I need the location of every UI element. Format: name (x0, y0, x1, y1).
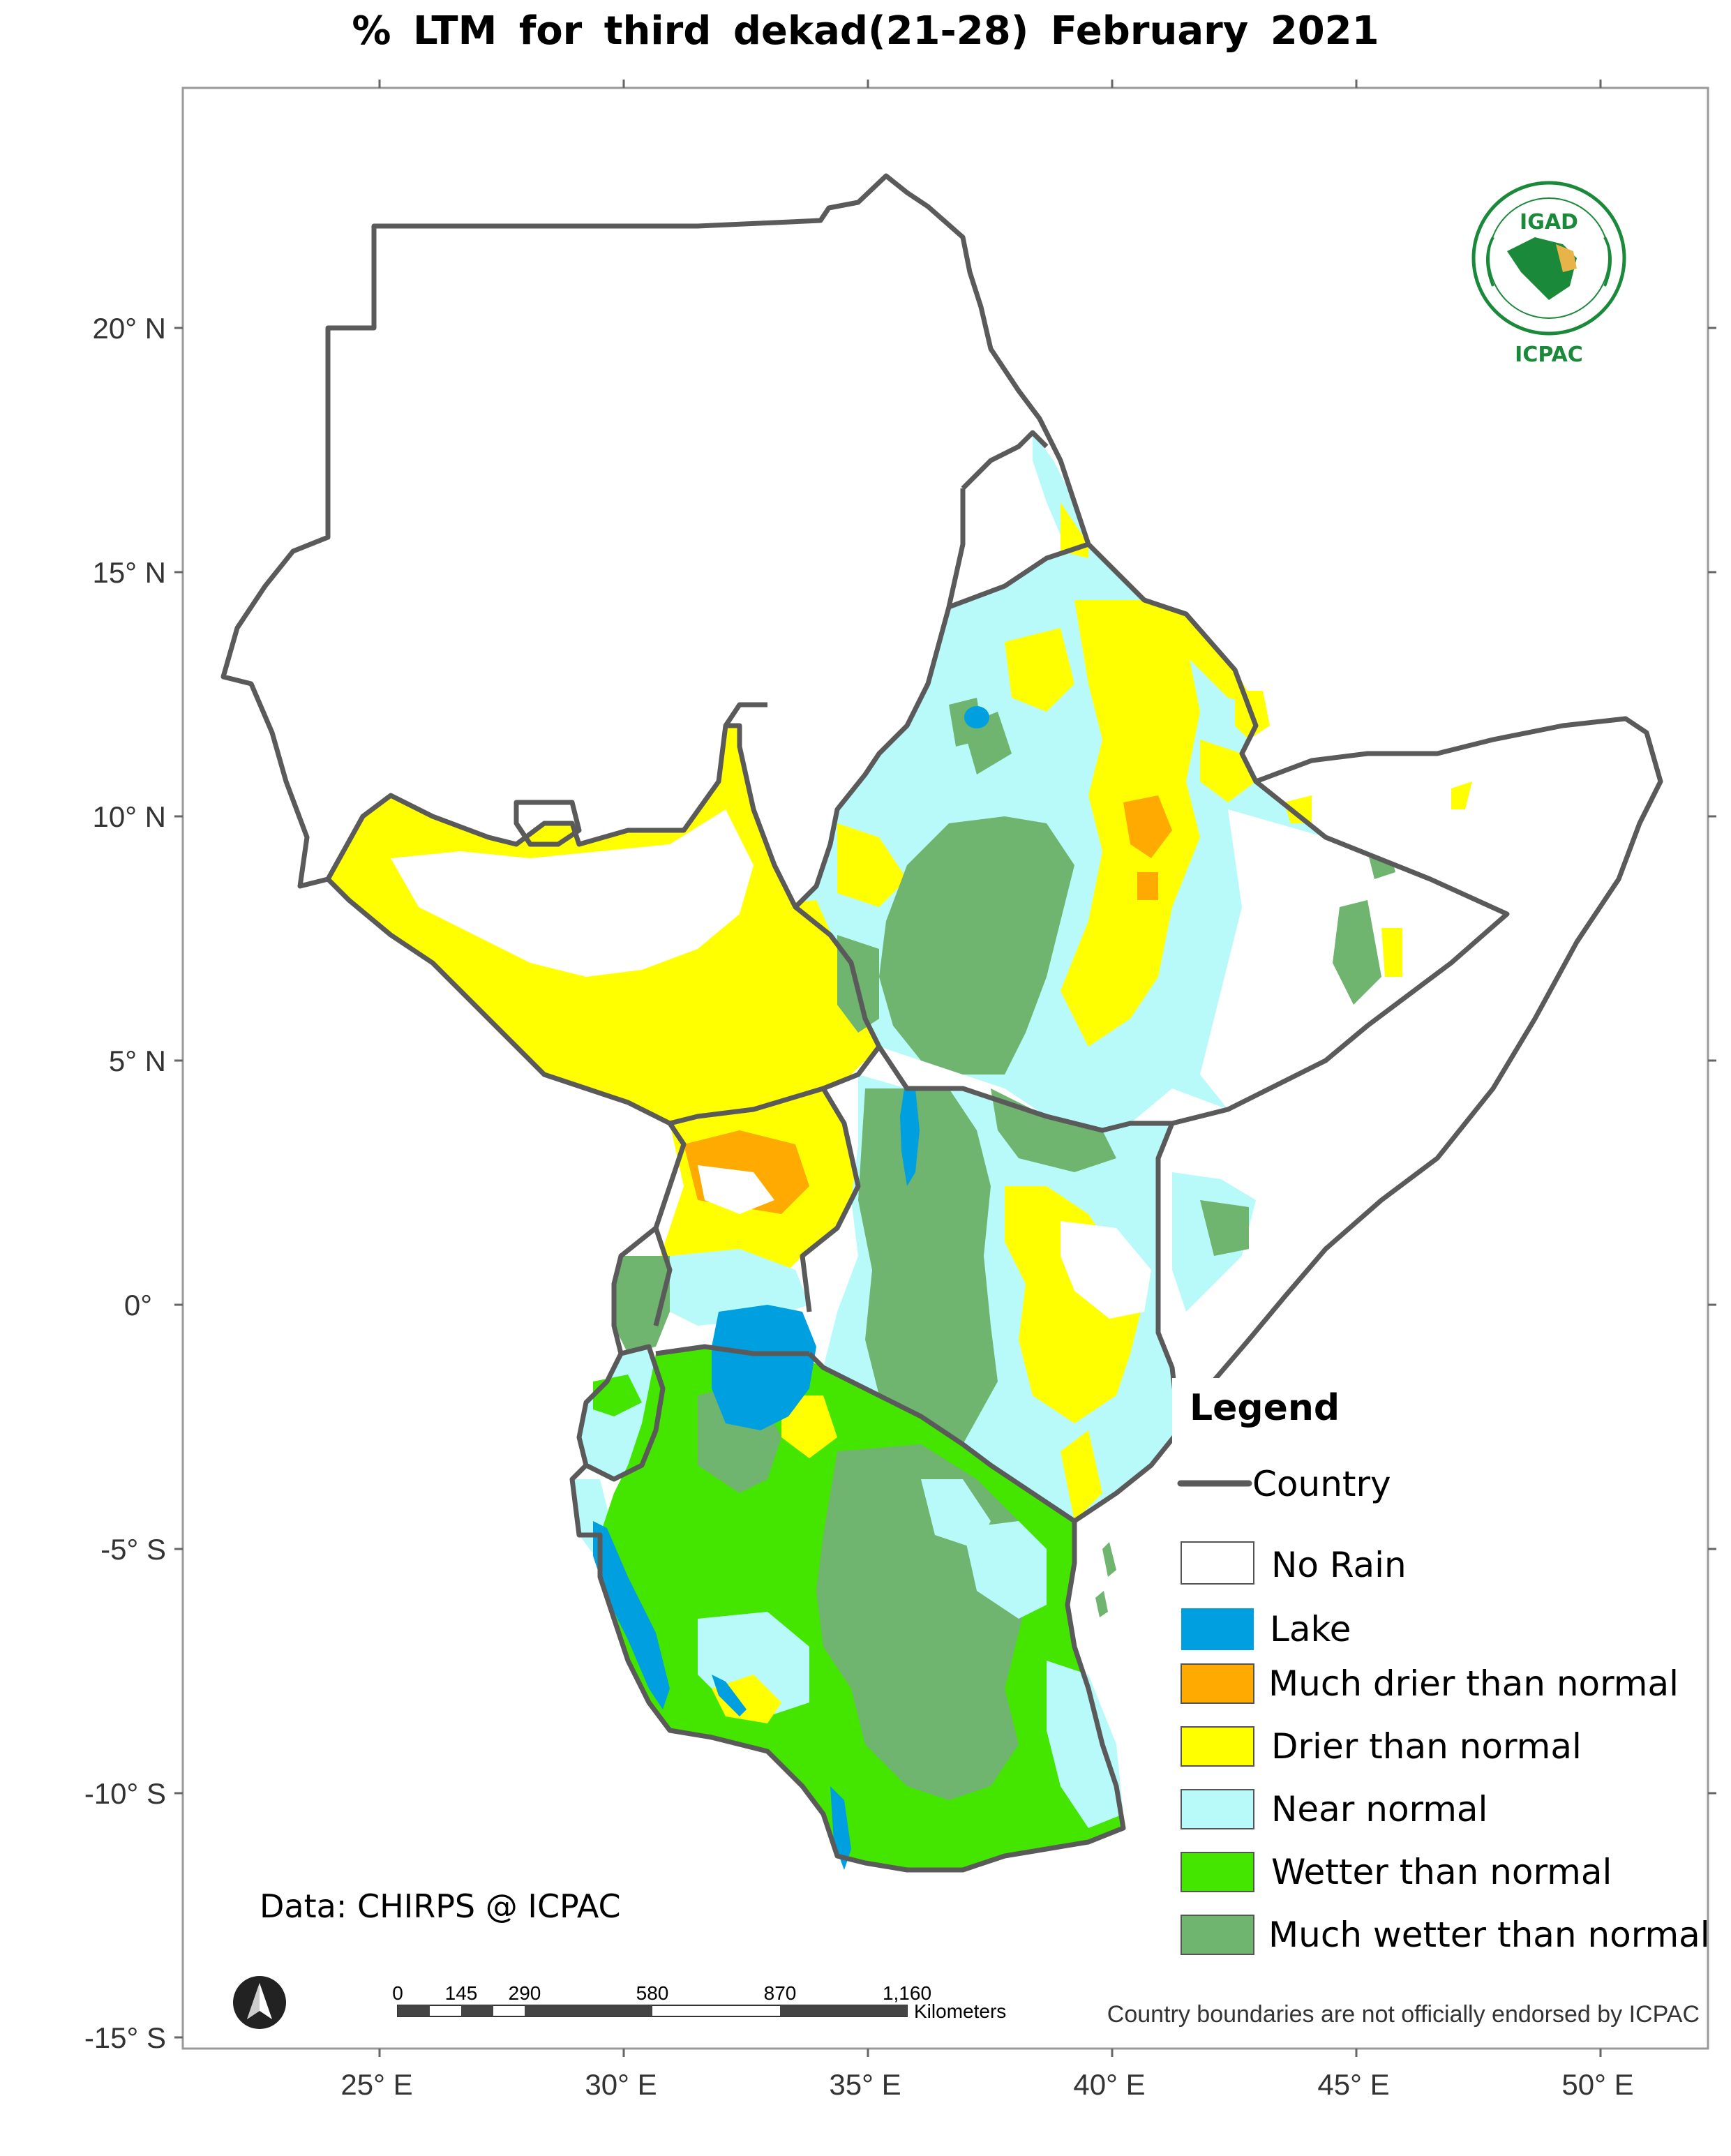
lake-victoria (712, 1305, 816, 1430)
lat-label: -5° S (100, 1533, 166, 1566)
lon-label: 35° E (829, 2068, 901, 2101)
lat-label: 5° N (109, 1045, 166, 1077)
map-frame (181, 87, 1709, 2050)
logo-acronym: IGAD (1520, 210, 1578, 234)
rainfall-anomaly-layer (223, 176, 1661, 1870)
scale-tick: 1,160 (883, 1982, 931, 2004)
map-title: % LTM for third dekad(21-28) February 20… (352, 8, 1379, 54)
scale-bar: 0 145 290 580 870 1,160 Kilometers (392, 1982, 1006, 2022)
scale-tick: 290 (509, 1982, 541, 2004)
legend-swatch-wetter (1181, 1852, 1254, 1892)
lon-label: 45° E (1317, 2068, 1389, 2101)
legend-label: No Rain (1271, 1545, 1407, 1585)
legend-swatch-near-normal (1181, 1789, 1254, 1829)
lat-label: 20° N (92, 312, 166, 345)
legend-swatch-no-rain (1181, 1541, 1254, 1585)
legend: Legend Country No Rain Lake Much drier t… (1172, 1378, 1710, 1955)
legend-swatch-much-wetter (1181, 1915, 1254, 1955)
lon-label: 30° E (585, 2068, 657, 2101)
legend-label: Near normal (1271, 1789, 1488, 1829)
longitude-axis: 25° E 30° E 35° E 40° E 45° E 50° E (340, 80, 1634, 2101)
region-sudan (223, 176, 1088, 907)
lon-label: 40° E (1073, 2068, 1145, 2101)
legend-label: Wetter than normal (1271, 1852, 1612, 1892)
lake-turkana (900, 1088, 920, 1186)
lat-label: 0° (124, 1289, 152, 1322)
legend-label: Lake (1270, 1609, 1351, 1649)
legend-label: Much wetter than normal (1268, 1915, 1710, 1955)
legend-swatch-much-drier (1181, 1663, 1254, 1704)
scale-unit: Kilometers (914, 2000, 1006, 2022)
scale-tick: 145 (445, 1982, 478, 2004)
logo-org: ICPAC (1515, 343, 1583, 367)
legend-title: Legend (1190, 1387, 1340, 1429)
scale-tick: 0 (392, 1982, 403, 2004)
legend-swatch-lake (1181, 1608, 1254, 1650)
latitude-axis: 20° N 15° N 10° N 5° N 0° -5° S -10° S -… (84, 312, 1716, 2054)
boundary-disclaimer: Country boundaries are not officially en… (1107, 2001, 1700, 2028)
lat-label: -15° S (84, 2021, 166, 2054)
lat-label: -10° S (84, 1777, 166, 1810)
legend-label: Drier than normal (1271, 1726, 1582, 1767)
north-arrow-icon (233, 1976, 286, 2029)
lat-label: 10° N (92, 800, 166, 833)
legend-country-label: Country (1252, 1464, 1391, 1504)
region-somalia (1158, 719, 1661, 1430)
data-credit: Data: CHIRPS @ ICPAC (260, 1887, 621, 1925)
country-boundaries (220, 173, 1663, 1873)
lat-label: 15° N (92, 556, 166, 589)
lake-malawi (830, 1786, 851, 1870)
legend-label: Much drier than normal (1268, 1663, 1679, 1704)
lake-tana (964, 706, 989, 728)
lon-label: 25° E (340, 2068, 412, 2101)
igad-logo: IGAD (1471, 181, 1626, 336)
lake-tanganyika (593, 1521, 670, 1709)
legend-swatch-drier (1181, 1726, 1254, 1767)
scale-tick: 580 (636, 1982, 669, 2004)
lon-label: 50° E (1561, 2068, 1633, 2101)
scale-tick: 870 (764, 1982, 797, 2004)
